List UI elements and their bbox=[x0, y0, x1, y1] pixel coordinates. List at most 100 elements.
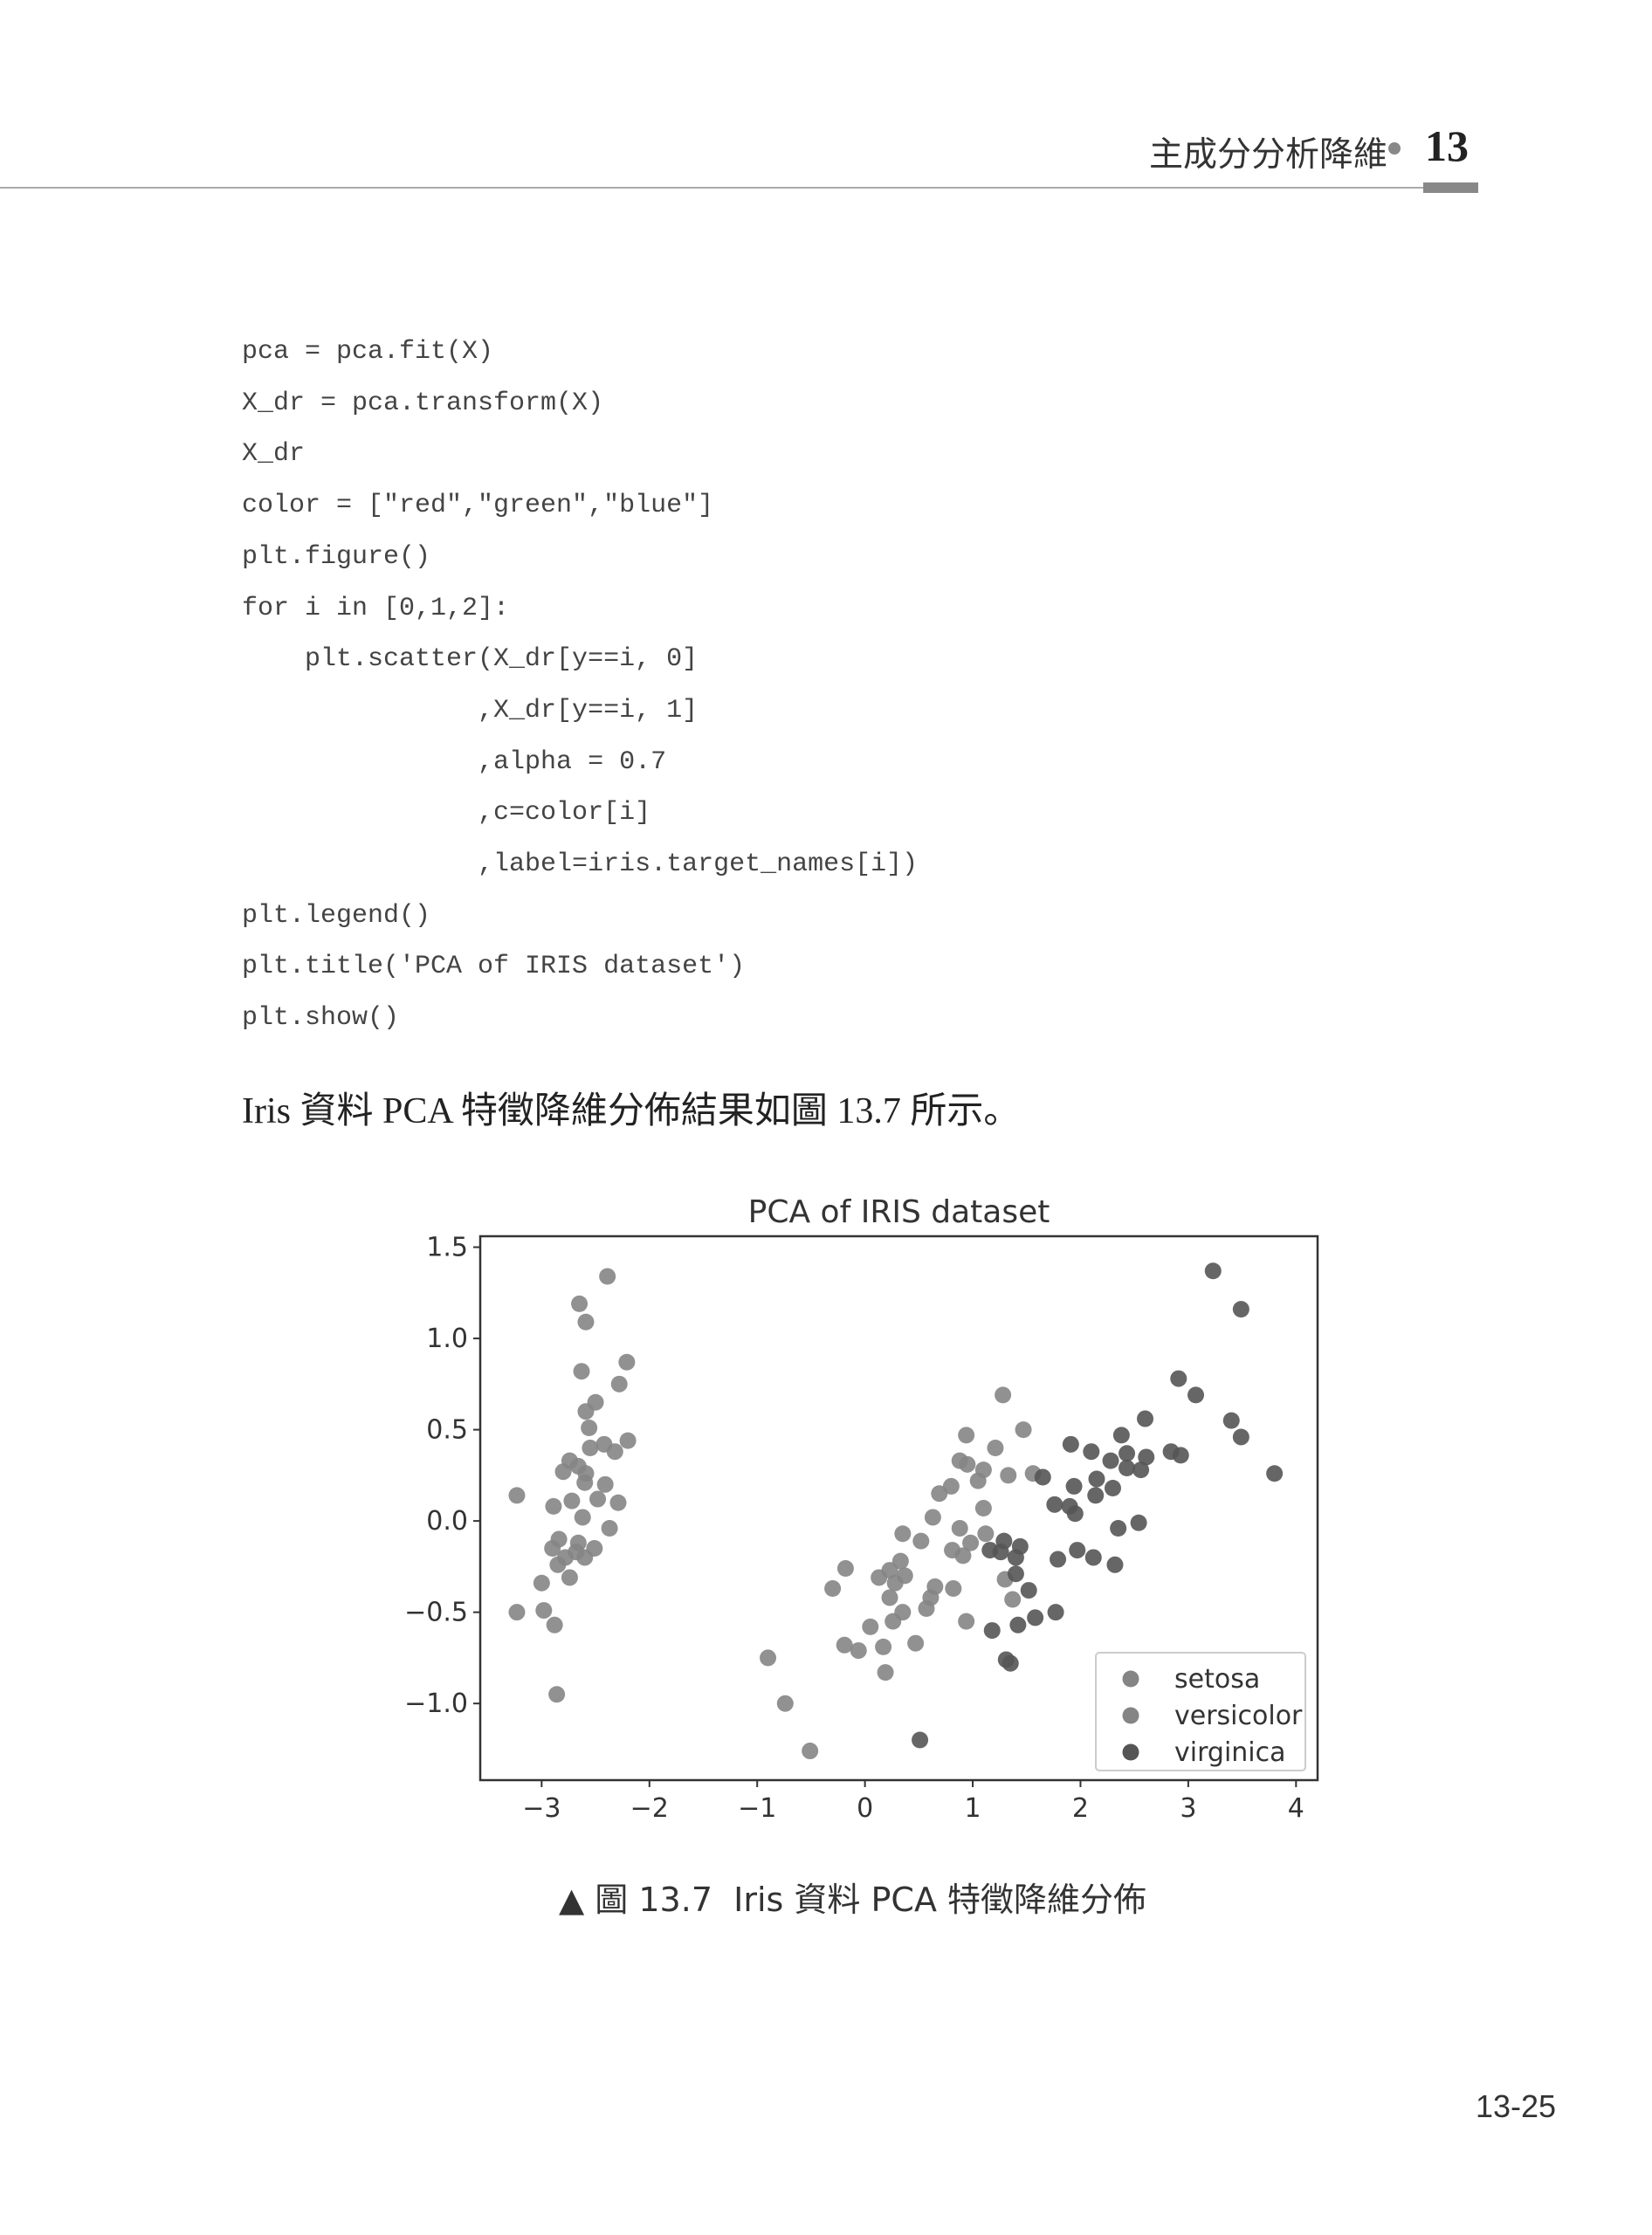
data-point-virginica bbox=[1047, 1604, 1064, 1621]
chapter-title: 主成分分析降維 bbox=[1149, 135, 1388, 175]
data-point-setosa bbox=[582, 1440, 599, 1457]
legend-marker-setosa bbox=[1122, 1670, 1139, 1688]
data-point-setosa bbox=[561, 1569, 578, 1586]
data-point-setosa bbox=[606, 1443, 623, 1461]
data-point-setosa bbox=[508, 1604, 526, 1621]
data-point-setosa bbox=[563, 1492, 581, 1509]
data-point-versicolor bbox=[954, 1547, 972, 1564]
data-point-versicolor bbox=[912, 1532, 930, 1550]
code-line: pca = pca.fit(X) bbox=[242, 337, 494, 367]
data-point-versicolor bbox=[1000, 1467, 1017, 1484]
x-tick-label: 0 bbox=[857, 1793, 873, 1824]
data-point-versicolor bbox=[924, 1509, 941, 1526]
code-line: plt.show() bbox=[242, 1003, 400, 1034]
data-point-virginica bbox=[1170, 1370, 1187, 1387]
header-bar bbox=[1423, 182, 1478, 193]
data-point-virginica bbox=[1106, 1556, 1124, 1573]
data-point-versicolor bbox=[907, 1634, 925, 1652]
chapter-number: 13 bbox=[1425, 121, 1469, 170]
data-point-versicolor bbox=[871, 1569, 888, 1586]
data-point-versicolor bbox=[995, 1386, 1012, 1404]
y-tick-label: −0.5 bbox=[404, 1598, 468, 1628]
data-point-versicolor bbox=[836, 1559, 854, 1577]
bullet-dot-icon bbox=[1388, 142, 1401, 155]
data-point-setosa bbox=[535, 1602, 553, 1620]
data-point-versicolor bbox=[862, 1618, 879, 1635]
data-point-versicolor bbox=[1004, 1591, 1022, 1608]
page-number: 13-25 bbox=[1476, 2088, 1557, 2124]
data-point-virginica bbox=[1084, 1549, 1102, 1566]
data-point-versicolor bbox=[969, 1472, 987, 1489]
x-tick-label: 1 bbox=[964, 1793, 981, 1824]
data-point-setosa bbox=[599, 1268, 616, 1285]
data-point-virginica bbox=[1050, 1551, 1067, 1568]
data-point-setosa bbox=[544, 1539, 561, 1557]
data-point-virginica bbox=[983, 1622, 1001, 1640]
x-tick-label: 2 bbox=[1072, 1793, 1089, 1824]
code-line: X_dr bbox=[242, 439, 306, 470]
legend-label: versicolor bbox=[1174, 1701, 1303, 1731]
chart-title: PCA of IRIS dataset bbox=[748, 1194, 1050, 1230]
data-point-versicolor bbox=[931, 1485, 948, 1503]
data-point-virginica bbox=[1069, 1542, 1086, 1559]
data-point-setosa bbox=[589, 1490, 607, 1508]
data-point-setosa bbox=[568, 1544, 585, 1561]
data-point-virginica bbox=[1087, 1487, 1105, 1504]
data-point-virginica bbox=[1137, 1410, 1154, 1427]
data-point-versicolor bbox=[802, 1743, 819, 1760]
x-tick-label: 3 bbox=[1180, 1793, 1196, 1824]
data-point-virginica bbox=[1119, 1460, 1136, 1477]
data-point-virginica bbox=[1009, 1616, 1027, 1633]
data-point-versicolor bbox=[894, 1525, 912, 1543]
data-point-versicolor bbox=[1015, 1421, 1032, 1439]
legend-box bbox=[1095, 1652, 1306, 1771]
data-point-virginica bbox=[1088, 1470, 1105, 1488]
header-rule bbox=[0, 187, 1423, 189]
legend-marker-versicolor bbox=[1122, 1707, 1139, 1724]
data-point-versicolor bbox=[942, 1477, 960, 1495]
code-line: plt.scatter(X_dr[y==i, 0] bbox=[242, 644, 699, 675]
data-point-setosa bbox=[574, 1509, 591, 1526]
data-point-setosa bbox=[571, 1295, 589, 1312]
data-point-versicolor bbox=[776, 1695, 794, 1712]
data-point-virginica bbox=[1187, 1386, 1205, 1404]
data-point-virginica bbox=[1138, 1448, 1155, 1466]
x-tick-label: −1 bbox=[738, 1793, 776, 1824]
data-point-virginica bbox=[1110, 1519, 1127, 1537]
data-point-setosa bbox=[577, 1313, 595, 1331]
data-point-setosa bbox=[609, 1494, 627, 1511]
code-line: ,X_dr[y==i, 1] bbox=[242, 695, 699, 726]
y-tick-label: 0.5 bbox=[426, 1415, 468, 1446]
code-line: ,alpha = 0.7 bbox=[242, 746, 667, 777]
data-point-setosa bbox=[577, 1465, 595, 1482]
data-point-setosa bbox=[581, 1420, 598, 1437]
y-tick-label: 1.5 bbox=[426, 1233, 468, 1263]
body-paragraph: Iris 資料 PCA 特徵降維分佈結果如圖 13.7 所示。 bbox=[242, 1091, 1021, 1131]
data-point-setosa bbox=[533, 1574, 550, 1592]
data-point-virginica bbox=[1034, 1468, 1051, 1486]
data-point-versicolor bbox=[987, 1440, 1004, 1457]
data-point-setosa bbox=[601, 1519, 618, 1537]
data-point-virginica bbox=[1104, 1480, 1121, 1497]
data-point-virginica bbox=[1119, 1445, 1136, 1462]
data-point-setosa bbox=[549, 1556, 567, 1573]
data-point-virginica bbox=[1007, 1565, 1024, 1583]
data-point-versicolor bbox=[951, 1519, 968, 1537]
data-point-virginica bbox=[1102, 1452, 1119, 1469]
code-line: ,c=color[i] bbox=[242, 798, 651, 829]
data-point-virginica bbox=[1266, 1465, 1284, 1482]
data-point-setosa bbox=[610, 1375, 628, 1393]
code-line: ,label=iris.target_names[i]) bbox=[242, 849, 919, 880]
data-point-setosa bbox=[596, 1475, 614, 1493]
data-point-versicolor bbox=[760, 1649, 777, 1667]
data-point-setosa bbox=[546, 1616, 563, 1633]
data-point-virginica bbox=[1002, 1654, 1019, 1672]
data-point-virginica bbox=[1007, 1549, 1024, 1566]
data-point-virginica bbox=[1172, 1447, 1189, 1464]
y-tick-label: 1.0 bbox=[426, 1324, 468, 1354]
data-point-setosa bbox=[618, 1353, 636, 1371]
data-point-setosa bbox=[508, 1487, 526, 1504]
data-point-virginica bbox=[1065, 1477, 1083, 1495]
data-point-versicolor bbox=[881, 1589, 898, 1606]
data-point-setosa bbox=[554, 1463, 572, 1481]
